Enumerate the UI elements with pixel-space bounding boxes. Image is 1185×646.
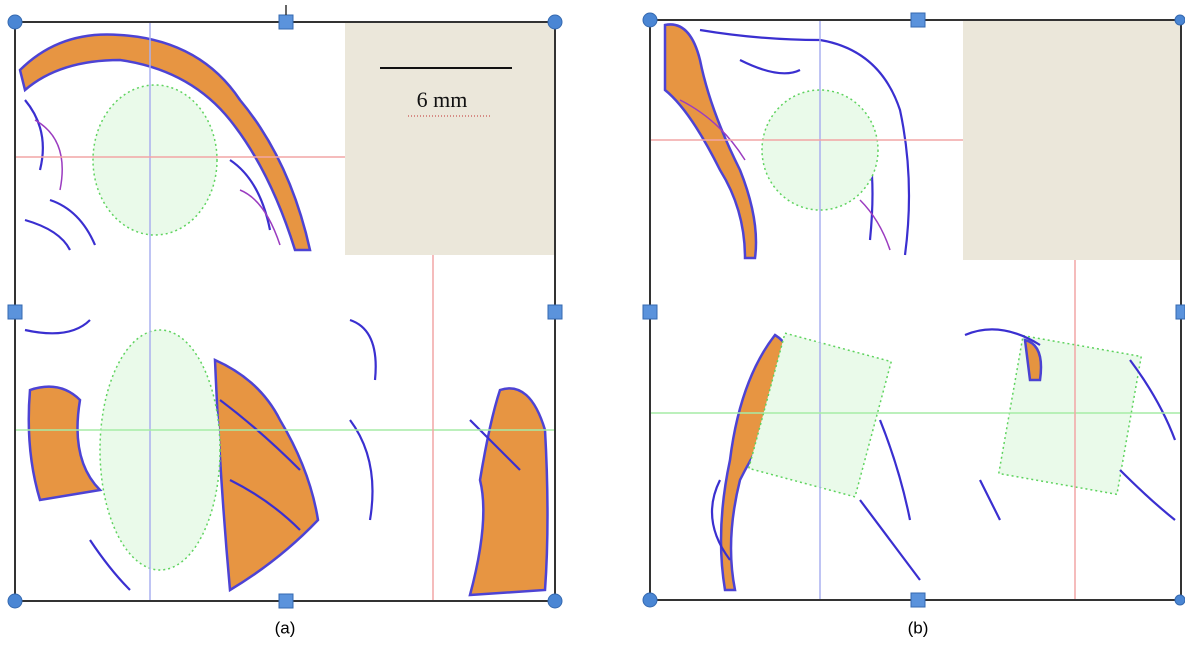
- resize-handle[interactable]: [548, 15, 562, 29]
- caption: (a): [275, 618, 296, 637]
- resize-handle[interactable]: [1175, 595, 1185, 605]
- resize-handle[interactable]: [911, 13, 925, 27]
- resize-handle[interactable]: [548, 594, 562, 608]
- resize-handle[interactable]: [911, 593, 925, 607]
- resize-handle[interactable]: [643, 305, 657, 319]
- resize-handle[interactable]: [279, 594, 293, 608]
- resize-handle[interactable]: [643, 593, 657, 607]
- resize-handle[interactable]: [8, 594, 22, 608]
- resize-handle[interactable]: [548, 305, 562, 319]
- view-empty: [963, 20, 1180, 260]
- panel-b[interactable]: [643, 13, 1185, 607]
- screenshot: 6 mm (a): [0, 0, 1185, 646]
- scale-bar-label: 6 mm: [417, 87, 468, 112]
- resize-handle[interactable]: [1176, 305, 1185, 319]
- resize-handle[interactable]: [8, 15, 22, 29]
- resize-handle[interactable]: [1175, 15, 1185, 25]
- resize-handle[interactable]: [643, 13, 657, 27]
- caption: (b): [908, 618, 929, 637]
- resize-handle[interactable]: [8, 305, 22, 319]
- panel-a[interactable]: 6 mm: [8, 5, 562, 608]
- view-empty: [345, 22, 555, 255]
- resize-handle[interactable]: [279, 15, 293, 29]
